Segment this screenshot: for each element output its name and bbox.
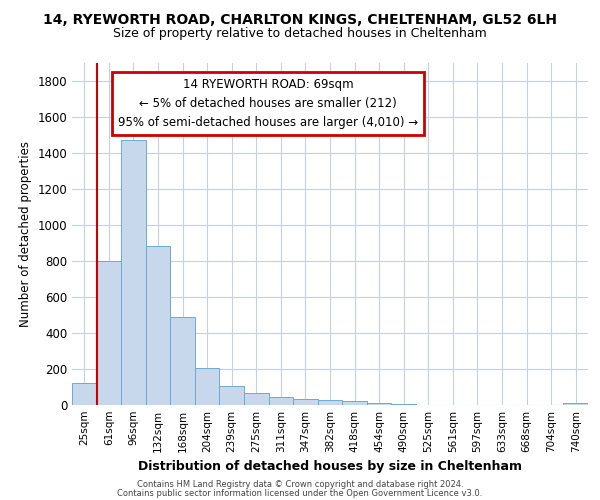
- Bar: [121, 140, 146, 405]
- Bar: [563, 403, 588, 405]
- X-axis label: Distribution of detached houses by size in Cheltenham: Distribution of detached houses by size …: [138, 460, 522, 473]
- Bar: [391, 404, 416, 405]
- Bar: [72, 384, 97, 405]
- Bar: [195, 368, 220, 405]
- Bar: [244, 394, 269, 405]
- Text: Size of property relative to detached houses in Cheltenham: Size of property relative to detached ho…: [113, 28, 487, 40]
- Text: Contains public sector information licensed under the Open Government Licence v3: Contains public sector information licen…: [118, 488, 482, 498]
- Bar: [342, 402, 367, 405]
- Bar: [146, 246, 170, 405]
- Text: Contains HM Land Registry data © Crown copyright and database right 2024.: Contains HM Land Registry data © Crown c…: [137, 480, 463, 489]
- Text: 14 RYEWORTH ROAD: 69sqm
← 5% of detached houses are smaller (212)
95% of semi-de: 14 RYEWORTH ROAD: 69sqm ← 5% of detached…: [118, 78, 418, 129]
- Bar: [97, 261, 121, 405]
- Y-axis label: Number of detached properties: Number of detached properties: [19, 141, 32, 327]
- Bar: [367, 403, 391, 405]
- Text: 14, RYEWORTH ROAD, CHARLTON KINGS, CHELTENHAM, GL52 6LH: 14, RYEWORTH ROAD, CHARLTON KINGS, CHELT…: [43, 12, 557, 26]
- Bar: [269, 398, 293, 405]
- Bar: [220, 386, 244, 405]
- Bar: [170, 316, 195, 405]
- Bar: [318, 400, 342, 405]
- Bar: [293, 398, 318, 405]
